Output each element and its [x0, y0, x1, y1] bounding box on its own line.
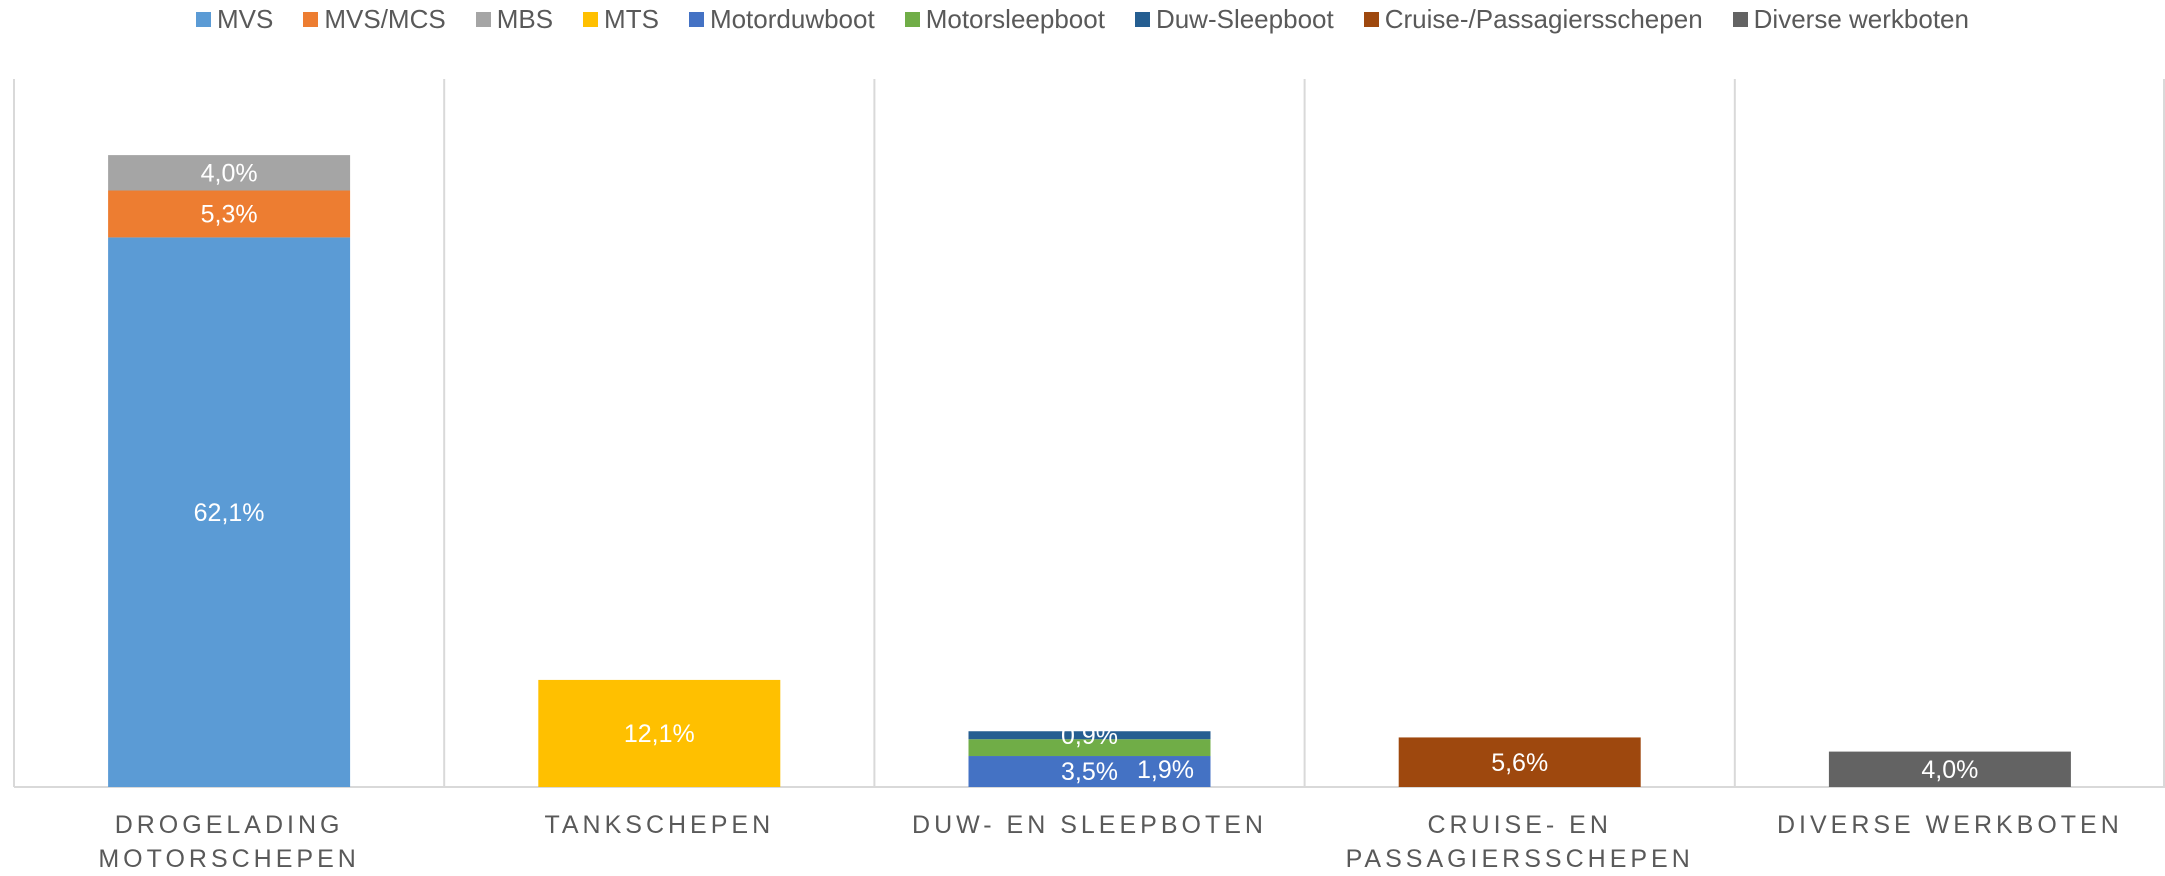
bar-segment: [538, 679, 781, 787]
legend-label: Diverse werkboten: [1753, 4, 1969, 34]
legend-label: MBS: [496, 4, 554, 34]
bar-segment: [1828, 751, 2071, 787]
legend-swatch: [475, 12, 491, 27]
bar-segment: [968, 739, 1211, 757]
legend: MVS MVS/MCS MBS MTS Motorduwboot Motorsleepbo…: [0, 4, 2165, 35]
data-label: 4,0%: [201, 159, 258, 187]
legend-label: Motorsleepboot: [925, 4, 1105, 34]
data-label: 3,5%: [1061, 758, 1118, 786]
data-label: 5,6%: [1491, 749, 1548, 777]
legend-item: MVS/MCS: [303, 4, 446, 35]
bar-segment: [1398, 737, 1641, 787]
data-label: 1,9%: [1137, 756, 1194, 784]
legend-item: Diverse werkboten: [1732, 4, 1969, 35]
legend-swatch: [688, 12, 704, 27]
bar-segment: [968, 731, 1211, 740]
legend-swatch: [1363, 12, 1379, 27]
legend-item: MTS: [583, 4, 659, 35]
x-tick-label: DIVERSE WERKBOTEN: [1776, 811, 2123, 839]
legend-label: Duw-Sleepboot: [1155, 4, 1334, 34]
legend-item: Motorsleepboot: [904, 4, 1105, 35]
legend-swatch: [1732, 12, 1748, 27]
legend-swatch: [303, 12, 319, 27]
legend-label: Cruise-/Passagiersschepen: [1384, 4, 1703, 34]
x-tick-label: DUW- EN SLEEPBOTEN: [912, 811, 1267, 839]
data-label: 0,9%: [1061, 722, 1118, 750]
legend-item: Duw-Sleepboot: [1134, 4, 1334, 35]
bar-segment: [968, 756, 1211, 787]
legend-label: MTS: [604, 4, 659, 34]
data-label: 62,1%: [194, 499, 265, 527]
legend-label: MVS/MCS: [324, 4, 446, 34]
legend-swatch: [583, 12, 599, 27]
bar-segment: [108, 155, 351, 191]
bar-segment: [108, 190, 351, 238]
x-tick-label: DROGELADING MOTORSCHEPEN: [98, 811, 360, 873]
data-label: 12,1%: [624, 720, 695, 748]
legend-swatch: [904, 12, 920, 27]
legend-item: Cruise-/Passagiersschepen: [1363, 4, 1703, 35]
legend-item: Motorduwboot: [688, 4, 875, 35]
x-tick-label: CRUISE- EN PASSAGIERSSCHEPEN: [1345, 811, 1694, 873]
data-label: 4,0%: [1921, 756, 1978, 784]
legend-label: MVS: [217, 4, 274, 34]
x-tick-label: TANKSCHEPEN: [544, 811, 775, 839]
legend-item: MBS: [475, 4, 554, 35]
bar-segment: [108, 237, 351, 788]
data-label: 5,3%: [201, 201, 258, 229]
legend-item: MVS: [196, 4, 273, 35]
legend-swatch: [196, 12, 212, 27]
legend-label: Motorduwboot: [709, 4, 875, 34]
legend-swatch: [1134, 12, 1150, 27]
